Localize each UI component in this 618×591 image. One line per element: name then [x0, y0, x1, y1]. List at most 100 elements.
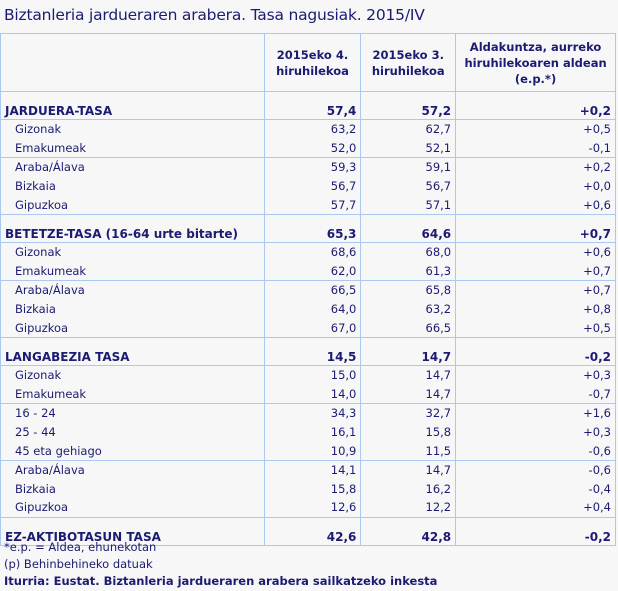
row-value: -0,2 [455, 516, 616, 546]
row-value: 59,1 [360, 157, 457, 177]
table-row: Gipuzkoa 57,7 57,1 +0,6 [0, 195, 616, 215]
table-row: Gizonak 63,2 62,7 +0,5 [0, 118, 616, 139]
row-value: 10,9 [263, 441, 362, 461]
row-value: 62,0 [263, 261, 362, 281]
row-value: +0,7 [455, 280, 616, 300]
table-row: Emakumeak 62,0 61,3 +0,7 [0, 261, 616, 281]
rates-table: 2015eko 4. hiruhilekoa 2015eko 3. hiruhilek… [0, 33, 616, 546]
row-value: +0,7 [455, 213, 616, 243]
row-value: 15,0 [263, 364, 362, 385]
column-header-line: (e.p.*) [514, 71, 557, 86]
page-title: Biztanleria jardueraren arabera. Tasa na… [4, 6, 425, 24]
row-value: 16,1 [263, 422, 362, 442]
row-value: 14,7 [360, 459, 457, 480]
row-value: 11,5 [360, 441, 457, 461]
row-label: EZ-AKTIBOTASUN TASA [0, 516, 265, 546]
table-row: Gipuzkoa 12,6 12,2 +0,4 [0, 498, 616, 518]
column-header: 2015eko 4. hiruhilekoa [263, 33, 362, 92]
row-value: 57,1 [360, 195, 457, 215]
row-label: JARDUERA-TASA [0, 91, 265, 120]
row-value: +0,7 [455, 261, 616, 281]
row-label: Gipuzkoa [0, 498, 265, 518]
row-value: 56,7 [263, 176, 362, 196]
table-row: Emakumeak 52,0 52,1 -0,1 [0, 138, 616, 158]
row-label: Bizkaia [0, 479, 265, 499]
row-label: Gipuzkoa [0, 195, 265, 215]
table-row: Araba/Álava 59,3 59,1 +0,2 [0, 157, 616, 177]
row-label: LANGABEZIA TASA [0, 336, 265, 366]
row-label: Gizonak [0, 241, 265, 262]
row-value: 57,2 [360, 91, 457, 120]
row-value: 34,3 [263, 403, 362, 423]
row-value: 63,2 [263, 118, 362, 139]
row-value: 68,6 [263, 241, 362, 262]
row-label: BETETZE-TASA (16-64 urte bitarte) [0, 213, 265, 243]
table-row: Gizonak 68,6 68,0 +0,6 [0, 241, 616, 262]
column-header-line: hiruhilekoa [276, 63, 349, 78]
row-value: +0,4 [455, 498, 616, 518]
row-value: 14,5 [263, 336, 362, 366]
table-row: Emakumeak 14,0 14,7 -0,7 [0, 384, 616, 404]
footnotes: *e.p. = Aldea, ehunekotan (p) Behinbehin… [4, 539, 437, 590]
row-value: 57,7 [263, 195, 362, 215]
row-value: +1,6 [455, 403, 616, 423]
table-row: Bizkaia 56,7 56,7 +0,0 [0, 176, 616, 196]
row-label: Emakumeak [0, 261, 265, 281]
table-row: 25 - 44 16,1 15,8 +0,3 [0, 422, 616, 442]
column-header-line: hiruhilekoa [371, 63, 445, 78]
row-value: 12,2 [360, 498, 457, 518]
column-header-line: Aldakuntza, aurreko [469, 39, 602, 54]
row-label: 45 eta gehiago [0, 441, 265, 461]
table-row: 16 - 24 34,3 32,7 +1,6 [0, 403, 616, 423]
row-label: Gipuzkoa [0, 318, 265, 338]
header-label [0, 33, 265, 92]
row-label: Bizkaia [0, 299, 265, 319]
row-value: 67,0 [263, 318, 362, 338]
column-header-line: hiruhilekoaren aldean [464, 55, 607, 70]
note-provisional: (p) Behinbehineko datuak [4, 557, 153, 571]
row-value: 57,4 [263, 91, 362, 120]
row-label: 16 - 24 [0, 403, 265, 423]
row-label: Araba/Álava [0, 459, 265, 480]
note-ep: *e.p. = Aldea, ehunekotan [4, 540, 157, 554]
row-value: 42,6 [263, 516, 362, 546]
row-value: 15,8 [263, 479, 362, 499]
row-value: +0,6 [455, 195, 616, 215]
row-value: 14,0 [263, 384, 362, 404]
row-value: 66,5 [360, 318, 457, 338]
row-value: 66,5 [263, 280, 362, 300]
table-row: Gizonak 15,0 14,7 +0,3 [0, 364, 616, 385]
column-header-line: 2015eko 3. [372, 47, 444, 62]
row-value: +0,2 [455, 157, 616, 177]
table-row: Gipuzkoa 67,0 66,5 +0,5 [0, 318, 616, 338]
table-row: Araba/Álava 14,1 14,7 -0,6 [0, 459, 616, 480]
table-row: JARDUERA-TASA 57,4 57,2 +0,2 [0, 91, 616, 120]
row-value: +0,2 [455, 91, 616, 120]
row-value: -0,7 [455, 384, 616, 404]
row-value: +0,5 [455, 318, 616, 338]
row-label: Emakumeak [0, 384, 265, 404]
column-header: Aldakuntza, aurreko hiruhilekoaren aldean… [455, 33, 616, 92]
row-value: 61,3 [360, 261, 457, 281]
table-header: 2015eko 4. hiruhilekoa 2015eko 3. hiruhilek… [0, 33, 616, 92]
row-value: 52,1 [360, 138, 457, 158]
row-label: 25 - 44 [0, 422, 265, 442]
column-header: 2015eko 3. hiruhilekoa [360, 33, 457, 92]
table-row: Bizkaia 64,0 63,2 +0,8 [0, 299, 616, 319]
row-value: 12,6 [263, 498, 362, 518]
row-value: 16,2 [360, 479, 457, 499]
table-row: EZ-AKTIBOTASUN TASA 42,6 42,8 -0,2 [0, 516, 616, 546]
row-value: 15,8 [360, 422, 457, 442]
row-label: Gizonak [0, 364, 265, 385]
row-value: +0,3 [455, 422, 616, 442]
row-label: Emakumeak [0, 138, 265, 158]
row-value: 63,2 [360, 299, 457, 319]
row-value: 59,3 [263, 157, 362, 177]
row-value: 62,7 [360, 118, 457, 139]
table-row: 45 eta gehiago 10,9 11,5 -0,6 [0, 441, 616, 461]
row-label: Araba/Álava [0, 280, 265, 300]
column-header-line: 2015eko 4. [276, 47, 349, 62]
row-value: 65,8 [360, 280, 457, 300]
row-value: +0,5 [455, 118, 616, 139]
row-label: Bizkaia [0, 176, 265, 196]
